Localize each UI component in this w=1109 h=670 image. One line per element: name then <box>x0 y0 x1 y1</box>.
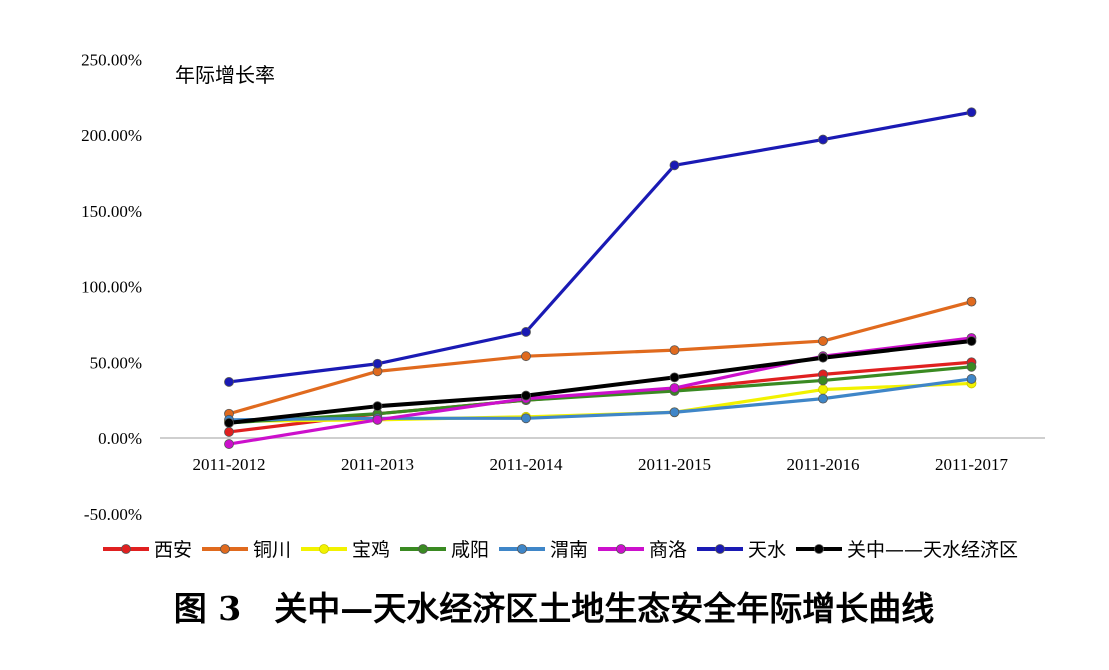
series-line <box>228 377 972 422</box>
data-point <box>966 361 977 372</box>
y-tick-label: 150.00% <box>81 202 142 221</box>
legend-label: 渭南 <box>550 539 588 561</box>
y-tick-label: 250.00% <box>81 50 142 69</box>
legend-item: 渭南 <box>499 539 588 561</box>
series-line <box>228 339 972 425</box>
legend-label: 宝鸡 <box>352 539 390 561</box>
legend-item: 商洛 <box>598 539 687 561</box>
x-axis-ticks: 2011-2012 2011-2013 2011-2014 2011-2015 2011… <box>192 455 1008 474</box>
legend-label: 关中——天水经济区 <box>847 539 1018 561</box>
x-tick-label: 2011-2012 <box>192 455 265 474</box>
series-line <box>228 365 972 425</box>
figure-caption: 图 3 关中—天水经济区土地生态安全年际增长曲线 <box>174 589 934 628</box>
data-point <box>669 407 680 418</box>
legend-swatch-marker <box>715 544 725 554</box>
data-point <box>224 439 234 449</box>
legend: 西安 铜川 宝鸡 咸阳 渭南 商洛 天水 关中——天水经济区 <box>103 539 1018 561</box>
data-point <box>521 327 531 337</box>
series-2 <box>224 296 977 419</box>
series-line <box>228 110 972 384</box>
series-8 <box>224 336 977 428</box>
data-point <box>818 352 828 363</box>
legend-item: 西安 <box>103 539 192 561</box>
data-point <box>521 351 531 362</box>
legend-item: 咸阳 <box>400 539 489 561</box>
legend-swatch-marker <box>220 544 230 554</box>
legend-label: 商洛 <box>649 539 687 561</box>
series-layer <box>224 107 977 449</box>
data-point <box>372 414 383 425</box>
y-tick-label: 100.00% <box>81 278 142 297</box>
legend-swatch-marker <box>418 544 428 554</box>
data-point <box>818 384 828 395</box>
legend-item: 关中——天水经济区 <box>796 539 1018 561</box>
data-point <box>669 372 680 383</box>
data-point <box>966 336 977 346</box>
legend-swatch-marker <box>814 544 824 554</box>
x-tick-label: 2011-2015 <box>638 455 711 474</box>
data-point <box>966 107 977 118</box>
data-point <box>372 401 383 412</box>
series-6 <box>224 333 977 449</box>
data-point <box>224 417 234 428</box>
y-axis-label: 年际增长率 <box>175 63 275 87</box>
y-tick-label: 200.00% <box>81 126 142 145</box>
data-point <box>521 413 531 424</box>
y-tick-label: 0.00% <box>98 429 142 448</box>
series-line <box>228 300 972 416</box>
data-point <box>669 345 680 356</box>
legend-swatch-marker <box>616 544 626 554</box>
x-tick-label: 2011-2014 <box>489 455 563 474</box>
data-point <box>966 374 977 384</box>
legend-swatch-marker <box>319 544 329 554</box>
x-tick-label: 2011-2016 <box>786 455 859 474</box>
data-point <box>818 393 828 404</box>
data-point <box>966 296 977 307</box>
y-tick-label: 50.00% <box>90 353 142 372</box>
series-7 <box>224 107 977 387</box>
y-tick-label: -50.00% <box>84 505 142 524</box>
data-point <box>818 134 828 145</box>
legend-swatch-marker <box>517 544 527 554</box>
legend-label: 铜川 <box>253 539 291 561</box>
data-point <box>521 390 531 401</box>
data-point <box>224 427 234 437</box>
x-tick-label: 2011-2017 <box>935 455 1009 474</box>
legend-swatch-marker <box>121 544 131 554</box>
data-point <box>669 160 680 171</box>
legend-label: 咸阳 <box>451 539 489 561</box>
data-point <box>669 383 680 393</box>
data-point <box>818 336 828 346</box>
data-point <box>372 358 383 369</box>
legend-label: 天水 <box>748 539 786 561</box>
data-point <box>224 377 234 387</box>
legend-label: 西安 <box>154 539 192 561</box>
legend-item: 天水 <box>697 539 786 561</box>
legend-item: 铜川 <box>202 539 291 561</box>
data-point <box>818 375 828 386</box>
x-tick-label: 2011-2013 <box>341 455 414 474</box>
legend-item: 宝鸡 <box>301 539 390 561</box>
y-axis-ticks: 250.00% 200.00% 150.00% 100.00% 50.00% 0.00% -… <box>81 50 142 524</box>
